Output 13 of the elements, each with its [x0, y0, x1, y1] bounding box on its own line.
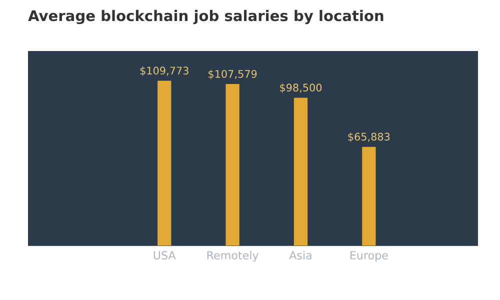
- bar: [226, 84, 240, 246]
- bar: [362, 146, 376, 246]
- bar: [158, 80, 172, 246]
- data-label: $65,883: [348, 132, 390, 142]
- x-tick-label: Asia: [289, 250, 312, 260]
- x-tick-label: Europe: [350, 251, 388, 262]
- data-label: $109,773: [140, 66, 188, 76]
- bar: [294, 98, 308, 246]
- chart-title: Average blockchain job salaries by location: [28, 10, 384, 24]
- x-tick-label: Remotely: [207, 250, 258, 262]
- data-label: $98,500: [280, 83, 322, 93]
- data-label: $107,579: [208, 70, 257, 80]
- x-tick-label: USA: [154, 251, 176, 260]
